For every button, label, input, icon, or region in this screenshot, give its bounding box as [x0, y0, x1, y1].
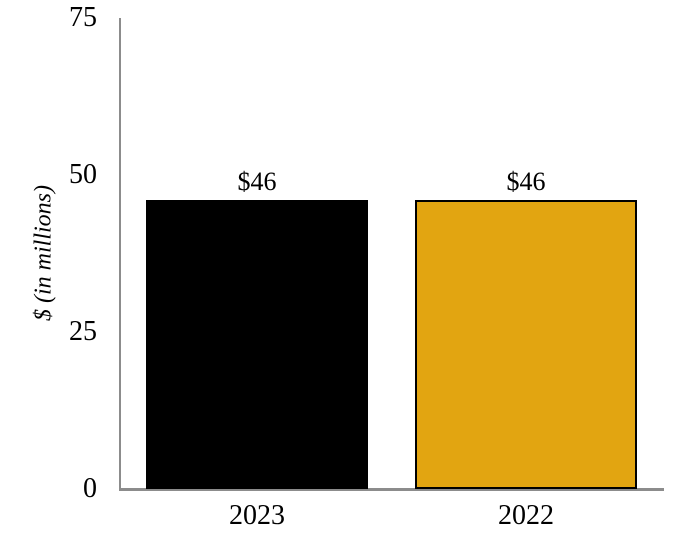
y-tick-label-50: 50	[69, 159, 97, 190]
x-axis-label-2023: 2023	[229, 500, 285, 531]
x-axis-line	[119, 488, 664, 491]
y-axis-line	[119, 18, 121, 489]
bar-2023: $46	[146, 169, 368, 489]
bar-value-label-2022: $46	[506, 167, 546, 196]
bar-value-label-2023: $46	[237, 167, 277, 196]
y-tick-label-25: 25	[69, 316, 97, 347]
x-axis-label-2022: 2022	[498, 500, 554, 531]
y-tick-label-0: 0	[83, 473, 97, 504]
y-axis-title: $ (in millions)	[30, 185, 57, 321]
bar-2022: $46	[415, 169, 637, 489]
y-tick-label-75: 75	[69, 2, 97, 33]
